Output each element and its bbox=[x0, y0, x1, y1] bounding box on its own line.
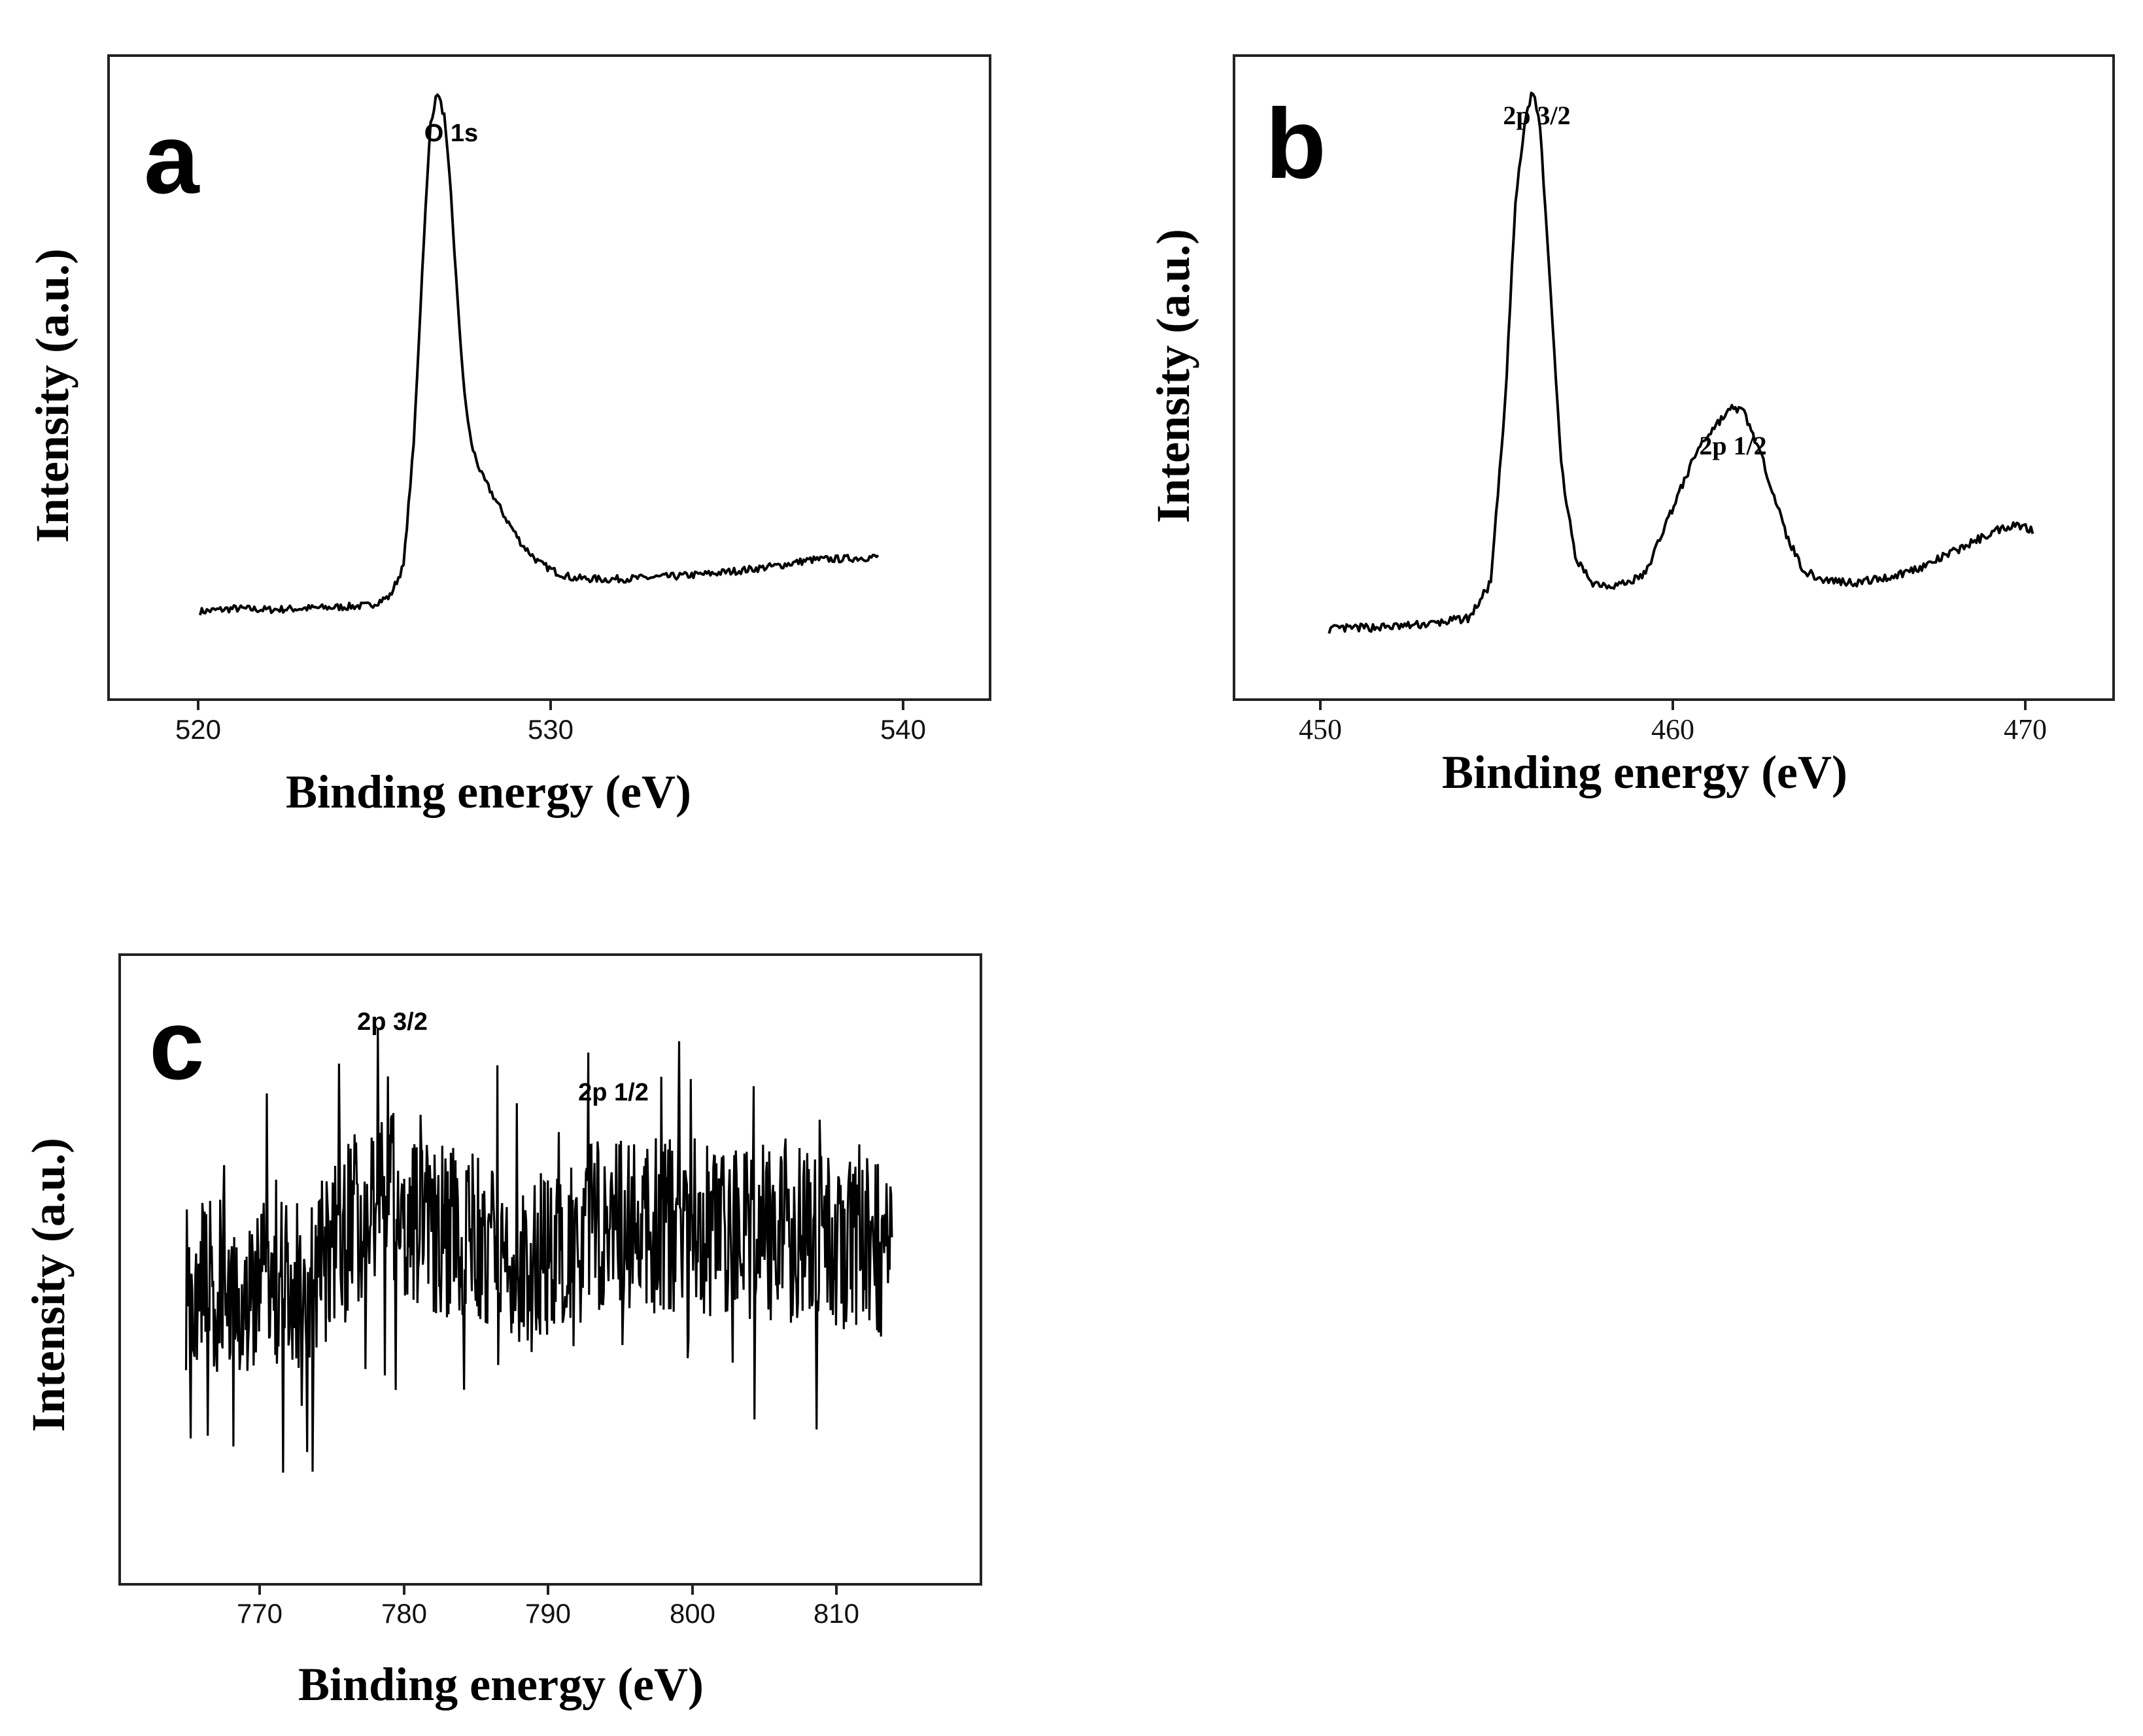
panel-c-tick-label-790: 790 bbox=[525, 1598, 571, 1629]
panel-a: 520 530 540 Binding energy (eV) Intensit… bbox=[26, 54, 991, 818]
panel-b-x-axis-title: Binding energy (eV) bbox=[1442, 746, 1847, 798]
panel-c-letter: c bbox=[149, 989, 205, 1100]
panel-a-tick-label-520: 520 bbox=[175, 714, 221, 745]
panel-c-tick-label-770: 770 bbox=[237, 1598, 283, 1629]
panel-c-peak-label-2p12: 2p 1/2 bbox=[578, 1079, 649, 1106]
panel-c-peak-label-2p32: 2p 3/2 bbox=[357, 1008, 428, 1036]
panel-c-tick-label-810: 810 bbox=[814, 1598, 859, 1629]
panel-a-peak-label-o1s: O 1s bbox=[424, 120, 478, 147]
panel-b-tick-label-470: 470 bbox=[2004, 713, 2047, 745]
panel-c-tick-label-780: 780 bbox=[381, 1598, 427, 1629]
panel-b-y-axis-title: Intensity (a.u.) bbox=[1147, 229, 1199, 523]
panel-b-plot-frame bbox=[1233, 54, 2115, 701]
panel-a-letter: a bbox=[144, 103, 200, 214]
panel-c: 770 780 790 800 810 Binding energy (eV) … bbox=[22, 953, 982, 1710]
panel-a-plot-frame bbox=[107, 54, 991, 701]
panel-a-x-axis-title: Binding energy (eV) bbox=[286, 766, 691, 818]
panel-c-spectrum-line bbox=[184, 1028, 893, 1473]
panel-b-peak-label-2p12: 2p 1/2 bbox=[1699, 431, 1766, 460]
panel-c-x-axis-title: Binding energy (eV) bbox=[298, 1658, 704, 1710]
panel-c-y-axis-title: Intensity (a.u.) bbox=[22, 1138, 75, 1432]
panel-b-tick-label-460: 460 bbox=[1651, 713, 1694, 745]
panel-b-spectrum-line bbox=[1328, 92, 2034, 634]
panel-b-letter: b bbox=[1265, 88, 1326, 199]
panel-a-y-axis-title: Intensity (a.u.) bbox=[26, 248, 78, 543]
panel-b-tick-label-450: 450 bbox=[1299, 713, 1342, 745]
panel-c-plot-frame bbox=[118, 953, 982, 1586]
panel-a-tick-label-540: 540 bbox=[880, 714, 926, 745]
panel-c-tick-label-800: 800 bbox=[670, 1598, 715, 1629]
panel-a-tick-label-530: 530 bbox=[528, 714, 574, 745]
panel-b: 450 460 470 Binding energy (eV) Intensit… bbox=[1147, 54, 2115, 798]
panel-a-spectrum-line bbox=[199, 93, 880, 616]
